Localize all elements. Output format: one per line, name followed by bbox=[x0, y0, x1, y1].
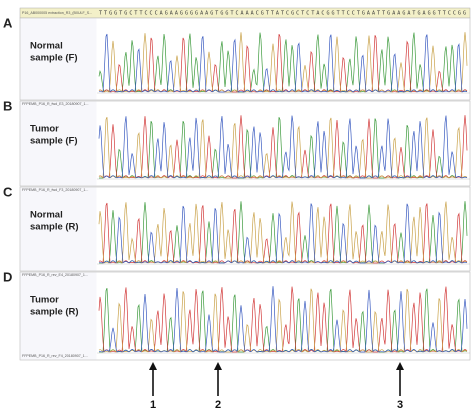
arrow-label: 2 bbox=[215, 399, 221, 411]
panel-title: Tumor bbox=[30, 295, 59, 306]
arrow-head bbox=[396, 362, 404, 370]
arrow-label: 3 bbox=[397, 399, 403, 411]
panel-title: sample (F) bbox=[30, 136, 78, 147]
label-area bbox=[20, 272, 97, 360]
panel-title: Normal bbox=[30, 41, 63, 52]
panel-letter: D bbox=[3, 269, 12, 284]
track-label: FFPEMB_P16_R_fwd_E3_20180907_1... bbox=[22, 102, 89, 106]
track-label: FFPEMB_P16_R_rev_F4_20180907_1... bbox=[22, 354, 88, 358]
trace bbox=[99, 203, 468, 264]
trace bbox=[98, 286, 468, 353]
panel-title: sample (R) bbox=[30, 222, 79, 233]
panel-letter: C bbox=[3, 184, 13, 199]
panel-letter: A bbox=[3, 15, 13, 30]
panel-title: sample (R) bbox=[30, 307, 79, 318]
arrow-head bbox=[214, 362, 222, 370]
trace bbox=[98, 115, 468, 179]
trace bbox=[99, 33, 468, 93]
reference-label: P16_AB000005 extraction_R3_(B0ULF_S... bbox=[22, 11, 92, 15]
panel-title: Normal bbox=[30, 210, 63, 221]
panel-title: sample (F) bbox=[30, 53, 78, 64]
track-label: FFPEMB_P16_R_fwd_F3_20180907_1... bbox=[22, 188, 88, 192]
trace bbox=[98, 116, 468, 179]
arrow-label: 1 bbox=[150, 399, 156, 411]
panel-letter: B bbox=[3, 98, 12, 113]
sequence: TTGGTGCTTCCCAGAAGGGGAAGTGGTCAAACGTTATCGC… bbox=[99, 11, 466, 17]
panel-title: Tumor bbox=[30, 124, 59, 135]
label-area bbox=[20, 187, 97, 271]
trace bbox=[98, 201, 468, 264]
trace bbox=[98, 286, 468, 353]
label-area bbox=[20, 18, 97, 100]
track-label: FFPEMB_P16_R_rev_E4_20180907_1... bbox=[22, 273, 88, 277]
label-area bbox=[20, 101, 97, 186]
arrow-head bbox=[149, 362, 157, 370]
